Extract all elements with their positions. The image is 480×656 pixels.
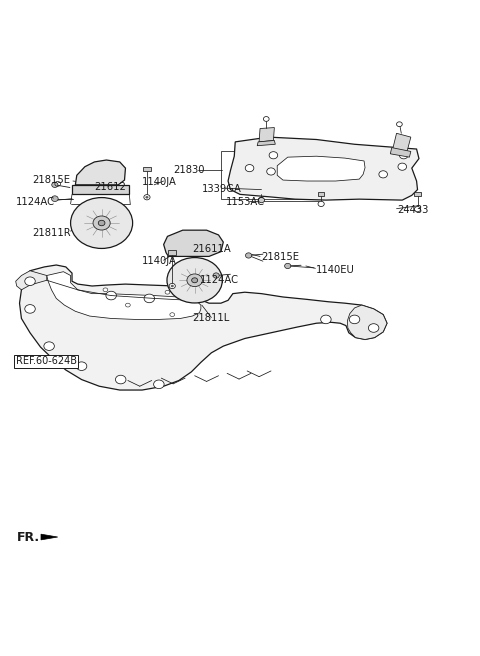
Polygon shape [20, 265, 387, 390]
Ellipse shape [76, 362, 87, 371]
Text: 21811R: 21811R [33, 228, 71, 237]
Ellipse shape [167, 258, 222, 303]
Bar [318, 192, 324, 196]
Ellipse shape [213, 273, 219, 278]
Ellipse shape [245, 253, 252, 258]
Text: 1140EU: 1140EU [316, 265, 355, 275]
Ellipse shape [245, 165, 254, 172]
Ellipse shape [399, 152, 408, 159]
Bar [221, 152, 345, 199]
Ellipse shape [267, 168, 276, 175]
Ellipse shape [414, 207, 420, 212]
Text: FR.: FR. [17, 531, 40, 544]
Ellipse shape [125, 303, 130, 307]
Polygon shape [259, 127, 275, 142]
Ellipse shape [71, 197, 132, 249]
Text: 1153AC: 1153AC [226, 197, 264, 207]
Ellipse shape [51, 196, 58, 201]
Text: 21830: 21830 [173, 165, 204, 174]
Text: 24433: 24433 [397, 205, 429, 215]
Ellipse shape [368, 323, 379, 333]
Ellipse shape [154, 380, 164, 388]
Ellipse shape [269, 152, 278, 159]
Ellipse shape [321, 315, 331, 323]
Ellipse shape [144, 294, 155, 302]
Ellipse shape [192, 277, 198, 283]
Ellipse shape [25, 277, 35, 285]
Text: 21811L: 21811L [192, 314, 229, 323]
Bar [143, 167, 151, 171]
Text: 1339GA: 1339GA [202, 184, 242, 194]
Polygon shape [277, 156, 365, 181]
Text: 21815E: 21815E [33, 175, 71, 185]
Ellipse shape [44, 342, 54, 350]
Polygon shape [75, 160, 125, 185]
Text: 21611A: 21611A [192, 244, 231, 255]
Polygon shape [72, 185, 129, 194]
Ellipse shape [144, 195, 150, 200]
Text: 1140JA: 1140JA [142, 256, 177, 266]
Ellipse shape [264, 117, 269, 121]
Ellipse shape [258, 197, 264, 203]
Ellipse shape [170, 313, 175, 317]
Ellipse shape [103, 288, 108, 292]
Ellipse shape [146, 196, 148, 198]
Polygon shape [164, 230, 223, 256]
Ellipse shape [106, 291, 116, 300]
Text: 1124AC: 1124AC [199, 276, 239, 285]
Polygon shape [348, 305, 387, 339]
Ellipse shape [169, 283, 175, 289]
Polygon shape [47, 272, 201, 319]
Ellipse shape [93, 216, 110, 230]
Bar [414, 192, 421, 196]
Ellipse shape [396, 122, 402, 127]
Ellipse shape [398, 163, 407, 171]
Polygon shape [393, 133, 411, 152]
Ellipse shape [116, 375, 126, 384]
Polygon shape [16, 271, 47, 290]
Polygon shape [390, 148, 411, 157]
Ellipse shape [285, 263, 291, 268]
Text: 1140JA: 1140JA [142, 177, 177, 188]
Text: 21815E: 21815E [262, 253, 300, 262]
Ellipse shape [318, 201, 324, 207]
Polygon shape [41, 534, 58, 540]
Ellipse shape [52, 182, 58, 188]
Polygon shape [228, 137, 419, 200]
Text: REF.60-624B: REF.60-624B [16, 356, 77, 367]
Ellipse shape [98, 220, 105, 226]
Ellipse shape [171, 285, 173, 287]
Ellipse shape [25, 304, 35, 313]
Bar [168, 250, 176, 255]
Text: 1124AC: 1124AC [16, 197, 55, 207]
Ellipse shape [349, 315, 360, 323]
Text: 21612: 21612 [95, 182, 126, 192]
Ellipse shape [379, 171, 387, 178]
Ellipse shape [165, 291, 170, 294]
Ellipse shape [187, 274, 203, 287]
Polygon shape [257, 140, 276, 146]
